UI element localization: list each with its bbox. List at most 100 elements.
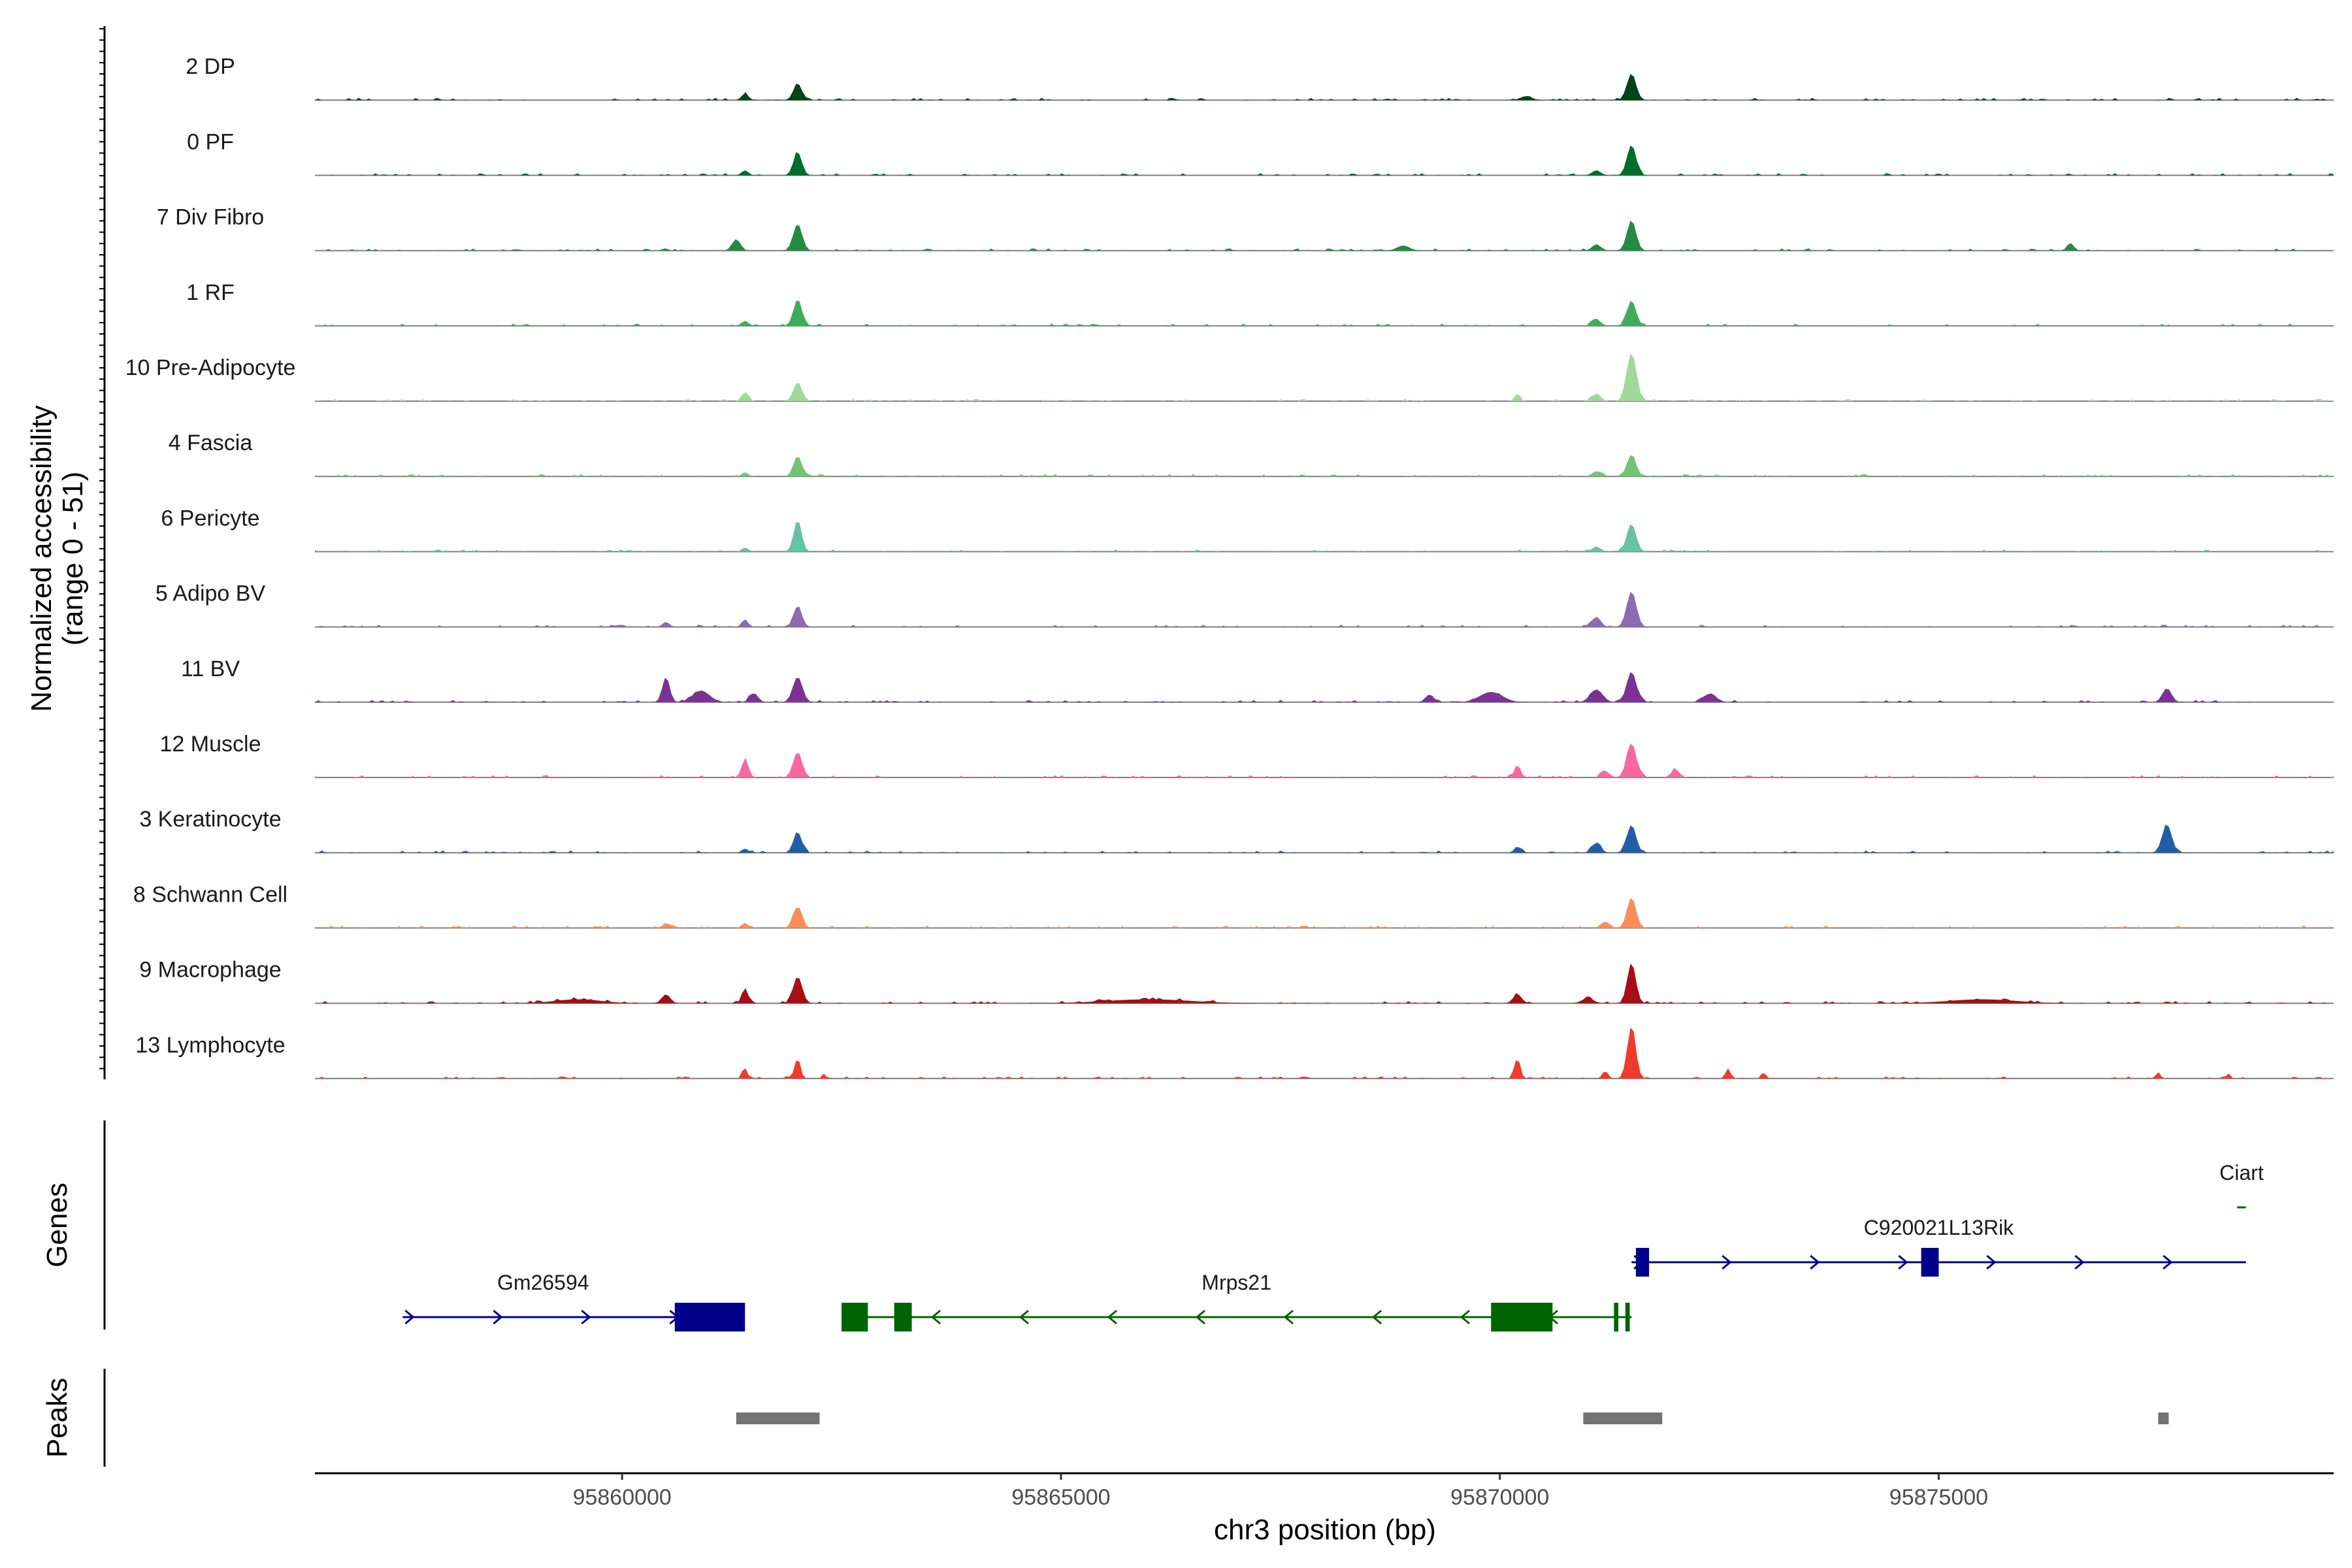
peak-11-2 [791,915,804,928]
peak-11-3 [1598,923,1612,928]
coverage-area [315,522,2334,552]
peak-7-0 [661,622,672,627]
track-5: 4 Fascia [169,431,2334,478]
track-label: 1 RF [186,280,235,305]
coverage-area [315,145,2334,176]
peak-1-2 [1624,157,1639,176]
peak-12-8 [1930,999,2036,1004]
peak-3-0 [740,321,751,326]
peak-5-2 [1624,463,1639,477]
peak-regions [736,1413,2169,1424]
coverage-area [315,353,2334,401]
peak-8-6 [1586,694,1607,702]
peak-8-0 [660,687,672,702]
peak-9-3 [1624,758,1639,777]
peak-12-4 [1625,981,1639,1004]
exon-0 [674,1303,745,1331]
peak-4-0 [740,395,751,401]
track-label: 12 Muscle [160,732,261,757]
strand-chevron [1986,1254,1997,1270]
peak-12-0 [659,996,673,1004]
coverage-area [315,74,2334,101]
peak-4-1 [791,389,804,401]
track-8: 11 BV [181,657,2334,703]
peak-13-9 [2225,1073,2232,1079]
peak-13-3 [1512,1066,1522,1079]
coverage-area [315,825,2334,853]
peak-9-4 [1598,772,1612,777]
gene-Ciart: Ciart [2219,1161,2264,1209]
coverage-area [315,963,2334,1004]
peak-6-2 [1624,535,1639,552]
x-tick-label: 95860000 [573,1485,672,1510]
x-tick-label: 95865000 [1011,1485,1110,1510]
gene-label: Gm26594 [497,1271,589,1294]
peak-3-1 [791,310,804,326]
peak-6-1 [791,533,804,552]
track-label: 3 Keratinocyte [139,807,281,832]
track-11: 8 Schwann Cell [133,882,2334,929]
peak-region-2 [2158,1413,2169,1424]
peak-12-3 [1511,996,1524,1004]
strand-chevron [404,1309,415,1325]
x-tick-label: 95870000 [1450,1485,1549,1510]
peak-region-0 [736,1413,820,1424]
peak-9-0 [740,766,751,777]
strand-chevron [1195,1309,1206,1325]
exon-0 [841,1303,868,1331]
peak-2-2 [1624,233,1639,251]
track-9: 12 Muscle [160,732,2334,778]
peak-5-3 [1590,472,1603,477]
peak-11-0 [661,923,671,928]
track-label: 11 BV [181,657,240,681]
peak-12-2 [791,988,805,1004]
gene-Mrps21: Mrps21 [841,1271,1632,1331]
peak-1-0 [740,171,751,176]
peak-8-1 [688,694,715,702]
track-13: 13 Lymphocyte [135,1027,2334,1079]
track-label: 0 PF [187,129,234,154]
peak-12-6 [543,999,613,1004]
peak-2-0 [729,242,743,251]
track-6: 6 Pericyte [161,506,2334,553]
track-0: 2 DP [186,54,2334,101]
coverage-area [315,455,2334,477]
strand-chevron [493,1309,503,1325]
track-7: 5 Adipo BV [155,581,2334,628]
peak-13-4 [1625,1050,1639,1079]
peak-12-5 [1578,998,1597,1004]
peak-13-5 [1601,1072,1610,1079]
exon-3 [1614,1303,1619,1331]
peak-10-5 [2159,836,2175,853]
peak-13-0 [741,1071,749,1079]
strand-chevron [1722,1254,1732,1270]
exon-1 [1921,1248,1939,1277]
strand-chevron [1810,1254,1820,1270]
peak-8-9 [2160,693,2174,702]
peak-8-5 [1473,694,1509,702]
peak-4-3 [1624,374,1639,401]
peak-region-1 [1583,1413,1663,1424]
coverage-area [315,591,2334,627]
peak-10-4 [1624,836,1639,853]
y-axis-title: Normalized accessibility [25,405,57,711]
strand-chevron [581,1309,591,1325]
peak-7-3 [1624,607,1639,627]
gene-label: Ciart [2219,1161,2264,1184]
peak-11-4 [1624,910,1639,928]
track-3: 1 RF [186,280,2334,327]
peak-9-2 [1512,769,1522,777]
strand-chevron [2163,1254,2173,1270]
peak-1-3 [1590,171,1603,176]
coverage-tracks: 2 DP 0 PF 7 Div Fibro 1 RF 10 Pre-Adipocyte 4… [125,54,2334,1079]
track-12: 9 Macrophage [139,958,2334,1004]
peak-9-5 [1669,772,1682,777]
peak-8-2 [747,695,760,702]
peak-0-1 [791,90,804,101]
peak-2-4 [2065,244,2076,251]
exon-0 [1635,1248,1650,1277]
peak-10-3 [1590,845,1603,853]
peak-0-3 [1517,96,1535,101]
track-label: 2 DP [186,54,235,79]
peak-4-4 [1590,395,1603,401]
